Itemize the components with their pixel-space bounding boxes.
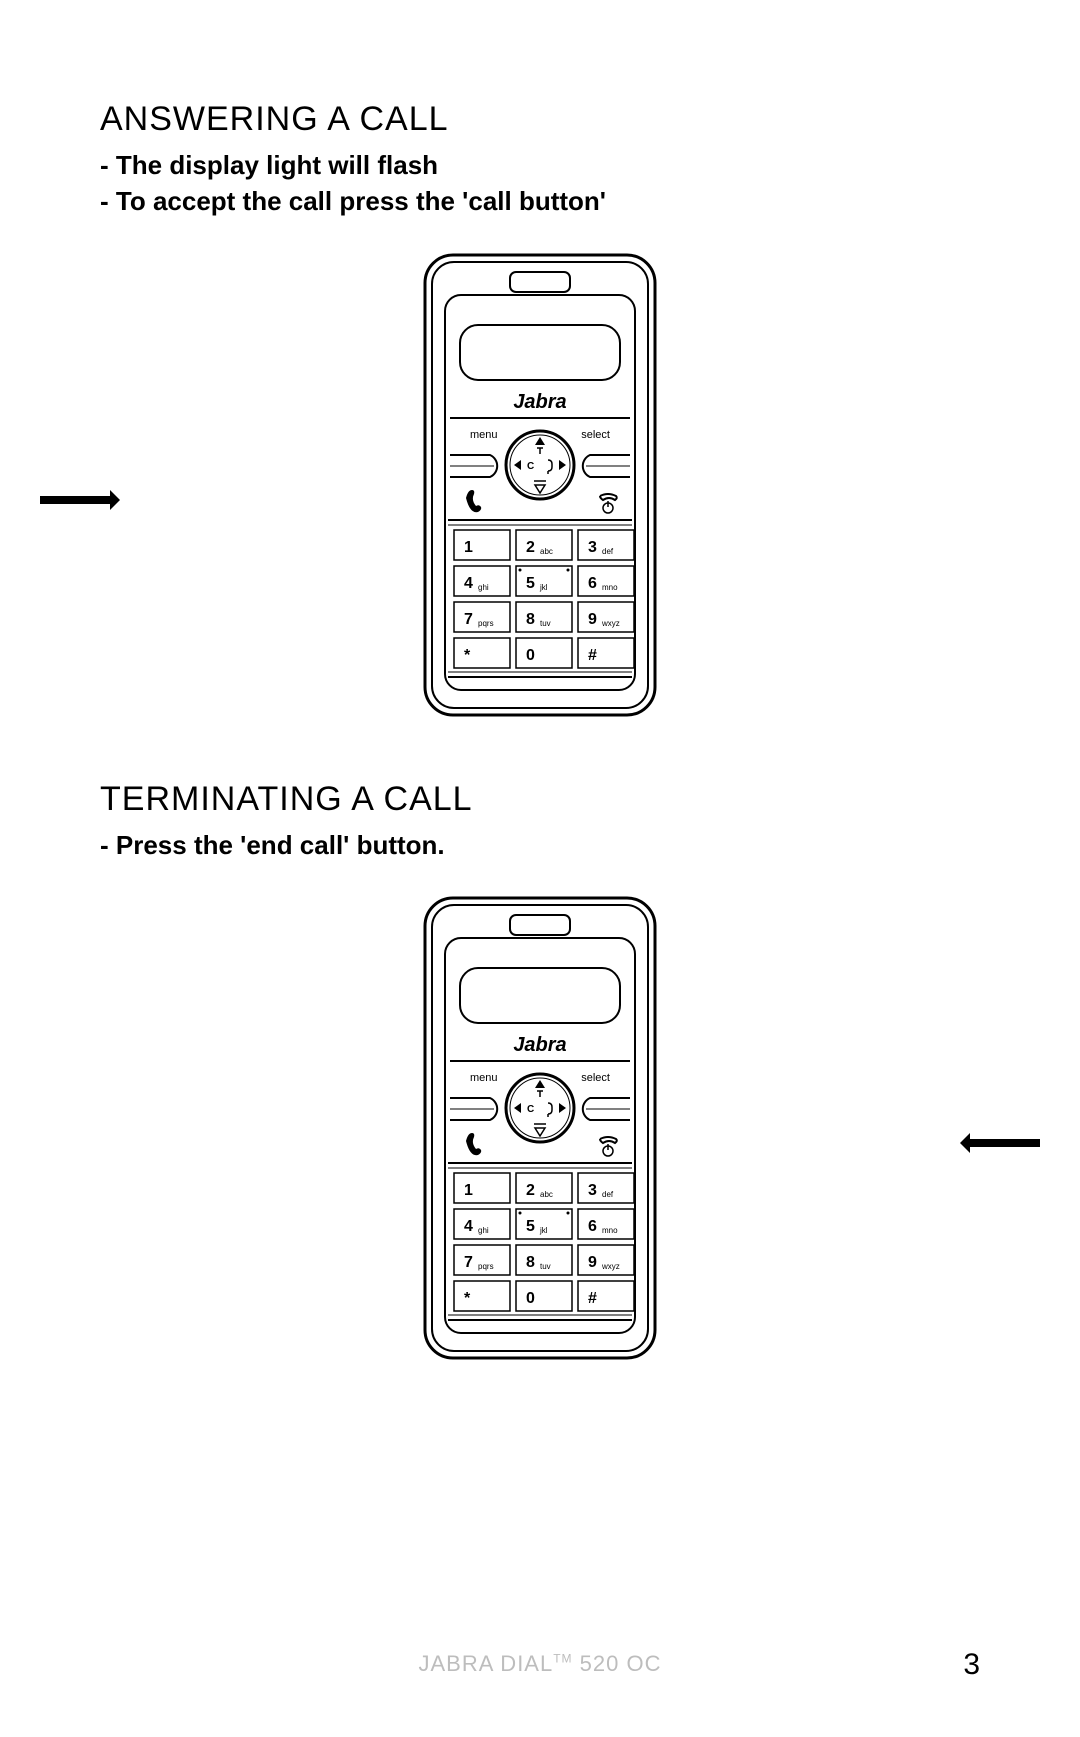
svg-text:mno: mno [602,1226,618,1235]
svg-text:9: 9 [588,611,597,628]
svg-text:def: def [602,1190,614,1199]
svg-text:C: C [527,461,534,472]
svg-text:8: 8 [526,611,535,628]
svg-text:menu: menu [470,429,498,441]
svg-text:1: 1 [464,539,473,556]
svg-text:Jabra: Jabra [513,391,566,413]
footer-product: JABRA DIAL [419,1651,554,1676]
svg-text:1: 1 [464,1182,473,1199]
section2-heading: TERMINATING A CALL [100,780,980,819]
section1-line2: - To accept the call press the 'call but… [100,183,980,219]
svg-text:#: # [588,647,597,664]
svg-text:9: 9 [588,1254,597,1271]
svg-text:*: * [464,647,471,664]
svg-text:3: 3 [588,539,597,556]
svg-text:*: * [464,1290,471,1307]
svg-text:select: select [581,1072,610,1084]
svg-text:ghi: ghi [478,583,489,592]
svg-text:ghi: ghi [478,1226,489,1235]
arrow-call-button [40,485,120,515]
footer-model: 520 OC [573,1651,662,1676]
section2-line1: - Press the 'end call' button. [100,827,980,863]
svg-text:menu: menu [470,1072,498,1084]
svg-text:2: 2 [526,1182,535,1199]
section1-line1: - The display light will flash [100,147,980,183]
svg-text:6: 6 [588,575,597,592]
svg-text:C: C [527,1104,534,1115]
page-number: 3 [963,1648,980,1682]
svg-text:tuv: tuv [540,1262,551,1271]
svg-text:5: 5 [526,1218,535,1235]
phone-illustration-1: Jabra menu select C 1 2 abc 3 def 4 ghi 5 jkl 6 mno 7 pq… [420,250,660,720]
svg-text:7: 7 [464,611,473,628]
footer-tm: TM [553,1652,572,1666]
svg-text:5: 5 [526,575,535,592]
svg-text:tuv: tuv [540,619,551,628]
svg-text:pqrs: pqrs [478,1262,494,1271]
diagram-answering: Jabra menu select C 1 2 abc 3 def 4 ghi 5 jkl 6 mno 7 pq… [100,250,980,720]
svg-text:3: 3 [588,1182,597,1199]
phone-illustration-2: Jabra menu select C 1 2 abc 3 def 4 ghi 5 jkl 6 mno 7 pq… [420,893,660,1363]
svg-text:4: 4 [464,1218,473,1235]
svg-text:#: # [588,1290,597,1307]
svg-text:abc: abc [540,547,553,556]
svg-text:mno: mno [602,583,618,592]
svg-text:7: 7 [464,1254,473,1271]
svg-text:6: 6 [588,1218,597,1235]
footer-product-label: JABRA DIALTM 520 OC [0,1651,1080,1677]
diagram-terminating: Jabra menu select C 1 2 abc 3 def 4 ghi 5 jkl 6 mno 7 pq… [100,893,980,1363]
svg-text:0: 0 [526,1290,535,1307]
svg-text:8: 8 [526,1254,535,1271]
svg-text:pqrs: pqrs [478,619,494,628]
svg-text:4: 4 [464,575,473,592]
svg-text:0: 0 [526,647,535,664]
svg-text:jkl: jkl [539,583,548,592]
arrow-end-call-button [960,1128,1040,1158]
section1-heading: ANSWERING A CALL [100,100,980,139]
svg-text:jkl: jkl [539,1226,548,1235]
svg-text:select: select [581,429,610,441]
svg-text:Jabra: Jabra [513,1034,566,1056]
svg-text:wxyz: wxyz [601,1262,620,1271]
svg-text:abc: abc [540,1190,553,1199]
svg-text:wxyz: wxyz [601,619,620,628]
svg-text:2: 2 [526,539,535,556]
svg-text:def: def [602,547,614,556]
